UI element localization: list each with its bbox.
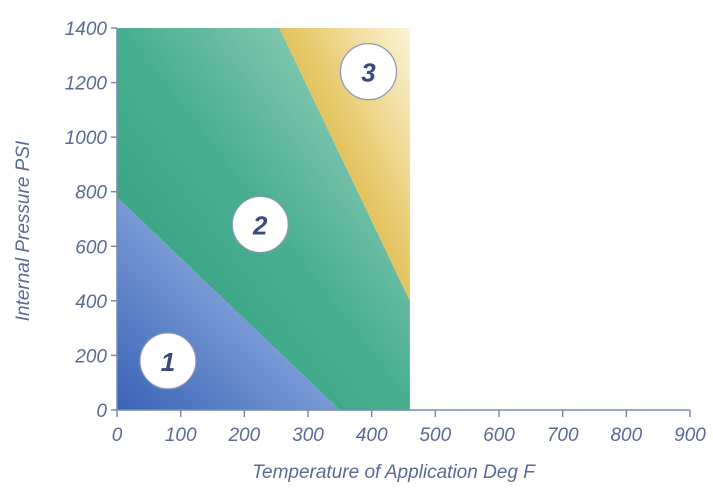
- x-tick-label: 900: [674, 425, 706, 446]
- labels-layer: 0 200 400 600 800 1000 1200 1400 0 100 200 300 400 50…: [13, 19, 706, 483]
- region-badge-circle: [339, 43, 398, 101]
- y-tick-label: 600: [75, 237, 107, 258]
- y-tick-label: 1400: [65, 19, 108, 40]
- x-tick-label: 300: [292, 425, 324, 446]
- region-badge-circle: [231, 195, 289, 254]
- y-axis-label: Internal Pressure PSI: [13, 140, 34, 321]
- x-tick-label: 100: [165, 425, 197, 446]
- y-tick-label: 800: [75, 183, 107, 204]
- x-tick-label: 700: [547, 425, 579, 446]
- x-axis-label: Temperature of Application Deg F: [252, 462, 536, 483]
- region-badge-1: 1: [139, 332, 197, 390]
- x-tick-label: 800: [610, 425, 642, 446]
- region-label: 3: [361, 58, 376, 88]
- y-tick-label: 400: [75, 292, 107, 313]
- x-tick-label: 500: [419, 425, 451, 446]
- region-badge-2: 2: [231, 195, 289, 254]
- badges-layer: 1 2 3: [139, 43, 398, 390]
- y-tick-label: 200: [74, 346, 107, 367]
- x-tick-label: 400: [356, 425, 388, 446]
- x-tick-label: 200: [227, 425, 260, 446]
- y-tick-label: 1000: [65, 128, 108, 149]
- region-label: 2: [252, 210, 268, 240]
- x-tick-label: 600: [483, 425, 515, 446]
- x-tick-label: 0: [112, 425, 123, 446]
- axes-layer: [111, 27, 691, 417]
- y-tick-label: 0: [96, 401, 107, 422]
- region-badge-circle: [139, 332, 197, 390]
- y-tick-label: 1200: [65, 74, 108, 95]
- region-label: 1: [161, 347, 175, 377]
- region-badge-3: 3: [339, 43, 398, 101]
